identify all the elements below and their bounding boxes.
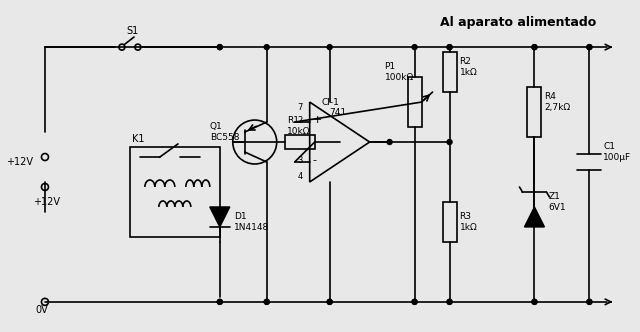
Bar: [527, 87, 541, 137]
Text: D1
1N4148: D1 1N4148: [234, 212, 269, 232]
Circle shape: [532, 299, 537, 304]
Circle shape: [532, 44, 537, 49]
Text: 2: 2: [298, 116, 303, 124]
Text: S1: S1: [127, 26, 139, 36]
Polygon shape: [524, 207, 545, 227]
Circle shape: [532, 44, 537, 49]
Circle shape: [217, 44, 222, 49]
Circle shape: [412, 299, 417, 304]
Polygon shape: [210, 207, 230, 227]
Text: Z1
6V1: Z1 6V1: [548, 192, 566, 212]
Text: 4: 4: [298, 173, 303, 182]
Text: K1: K1: [132, 134, 145, 144]
Text: R4
2,7kΩ: R4 2,7kΩ: [545, 92, 571, 112]
Circle shape: [327, 299, 332, 304]
Circle shape: [587, 299, 592, 304]
Circle shape: [217, 44, 222, 49]
Text: 0V: 0V: [35, 305, 48, 315]
Circle shape: [264, 299, 269, 304]
Circle shape: [412, 299, 417, 304]
Text: 741: 741: [330, 108, 347, 117]
Bar: [130, 147, 220, 237]
Circle shape: [327, 299, 332, 304]
Circle shape: [327, 44, 332, 49]
Bar: [442, 52, 456, 92]
Circle shape: [587, 44, 592, 49]
Circle shape: [447, 299, 452, 304]
Circle shape: [412, 44, 417, 49]
Circle shape: [447, 139, 452, 144]
Bar: [285, 135, 315, 149]
Circle shape: [587, 299, 592, 304]
Text: +12V: +12V: [33, 197, 60, 207]
Text: R1
10kΩ: R1 10kΩ: [287, 116, 310, 136]
Text: P1
100kΩ: P1 100kΩ: [385, 62, 414, 82]
Text: CI-1: CI-1: [322, 98, 340, 107]
Text: Q1
BC558: Q1 BC558: [210, 122, 239, 142]
Text: C1
100μF: C1 100μF: [604, 142, 632, 162]
Text: 7: 7: [298, 103, 303, 112]
Circle shape: [217, 299, 222, 304]
Circle shape: [387, 139, 392, 144]
Bar: [408, 77, 422, 127]
Bar: [442, 202, 456, 242]
Text: 3: 3: [298, 155, 303, 165]
Text: +: +: [313, 115, 322, 125]
Text: Al aparato alimentado: Al aparato alimentado: [440, 16, 596, 29]
Circle shape: [447, 44, 452, 49]
Circle shape: [447, 44, 452, 49]
Text: +12V: +12V: [6, 157, 33, 167]
Circle shape: [532, 299, 537, 304]
Text: -: -: [313, 155, 317, 165]
Circle shape: [264, 44, 269, 49]
Circle shape: [217, 299, 222, 304]
Text: R3
1kΩ: R3 1kΩ: [460, 212, 477, 232]
Circle shape: [447, 299, 452, 304]
Circle shape: [264, 299, 269, 304]
Text: R2
1kΩ: R2 1kΩ: [460, 57, 477, 77]
Circle shape: [587, 44, 592, 49]
